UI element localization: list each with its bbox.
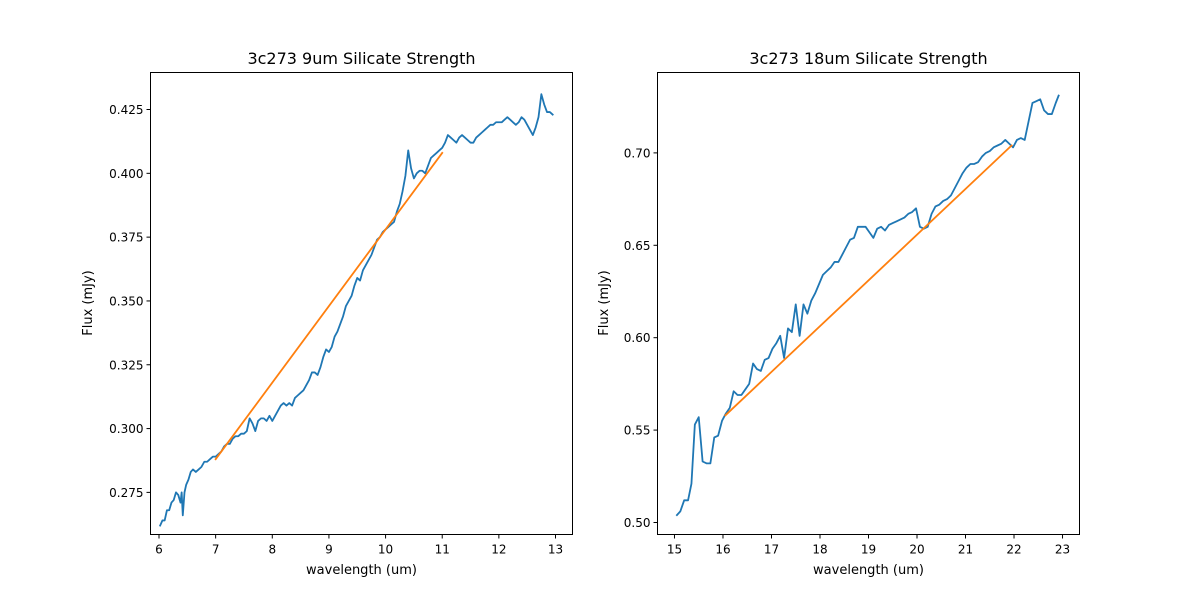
chart-18um-ytick-label: 0.65 — [624, 239, 651, 253]
chart-9um-yticks: 0.275 0.300 0.325 0.350 0.375 0.400 0.425 — [109, 103, 151, 500]
chart-9um-xtick-label: 8 — [268, 543, 276, 557]
chart-18um-ylabel: Flux (mJy) — [597, 270, 612, 336]
chart-18um-xtick-label: 19 — [861, 543, 876, 557]
chart-18um-ytick-label: 0.55 — [624, 424, 651, 438]
chart-9um-xtick-label: 7 — [212, 543, 220, 557]
chart-18um-spectrum-line — [675, 94, 1060, 517]
chart-9um-panel: 3c273 9um Silicate Strength wavelength (… — [81, 49, 573, 578]
chart-18um-xtick-label: 17 — [764, 543, 779, 557]
chart-18um-xtick-label: 21 — [958, 543, 973, 557]
chart-18um-series — [675, 94, 1060, 517]
chart-18um-xtick-label: 15 — [667, 543, 682, 557]
chart-9um-ytick-label: 0.350 — [109, 294, 143, 308]
chart-18um-continuum-line — [724, 144, 1013, 417]
chart-9um-xtick-label: 13 — [548, 543, 563, 557]
chart-18um-title: 3c273 18um Silicate Strength — [749, 49, 987, 68]
chart-9um-xtick-label: 10 — [378, 543, 393, 557]
chart-9um-ytick-label: 0.375 — [109, 231, 143, 245]
chart-18um-ytick-label: 0.50 — [624, 516, 651, 530]
chart-18um-xticks: 15 16 17 18 19 20 21 22 23 — [667, 534, 1070, 557]
chart-9um-ytick-label: 0.425 — [109, 103, 143, 117]
chart-18um-xlabel: wavelength (um) — [813, 563, 924, 578]
chart-18um-panel: 3c273 18um Silicate Strength wavelength … — [597, 49, 1080, 578]
chart-9um-ytick-label: 0.400 — [109, 167, 143, 181]
chart-9um-xtick-label: 9 — [325, 543, 333, 557]
chart-18um-xtick-label: 16 — [715, 543, 730, 557]
chart-9um-ytick-label: 0.325 — [109, 358, 143, 372]
chart-18um-xtick-label: 20 — [909, 543, 924, 557]
chart-18um-ytick-label: 0.70 — [624, 146, 651, 160]
chart-9um-title: 3c273 9um Silicate Strength — [247, 49, 475, 68]
chart-18um-yticks: 0.50 0.55 0.60 0.65 0.70 — [624, 146, 658, 530]
chart-9um-ytick-label: 0.275 — [109, 486, 143, 500]
chart-18um-axes-frame — [657, 72, 1080, 535]
chart-9um-continuum-line — [214, 151, 444, 461]
chart-9um-ytick-label: 0.300 — [109, 422, 143, 436]
chart-9um-xticks: 6 7 8 9 10 11 12 13 — [155, 534, 563, 557]
chart-18um-xtick-label: 22 — [1006, 543, 1021, 557]
chart-9um-ylabel: Flux (mJy) — [81, 270, 96, 336]
chart-9um-xtick-label: 6 — [155, 543, 163, 557]
chart-18um-xtick-label: 18 — [812, 543, 827, 557]
chart-9um-xtick-label: 12 — [491, 543, 506, 557]
chart-9um-xlabel: wavelength (um) — [306, 563, 417, 578]
chart-9um-axes-frame — [150, 72, 573, 535]
chart-18um-xtick-label: 23 — [1055, 543, 1070, 557]
chart-18um-ytick-label: 0.60 — [624, 331, 651, 345]
chart-9um-xtick-label: 11 — [435, 543, 450, 557]
chart-9um-series — [158, 93, 554, 527]
chart-9um-spectrum-line — [158, 93, 554, 527]
